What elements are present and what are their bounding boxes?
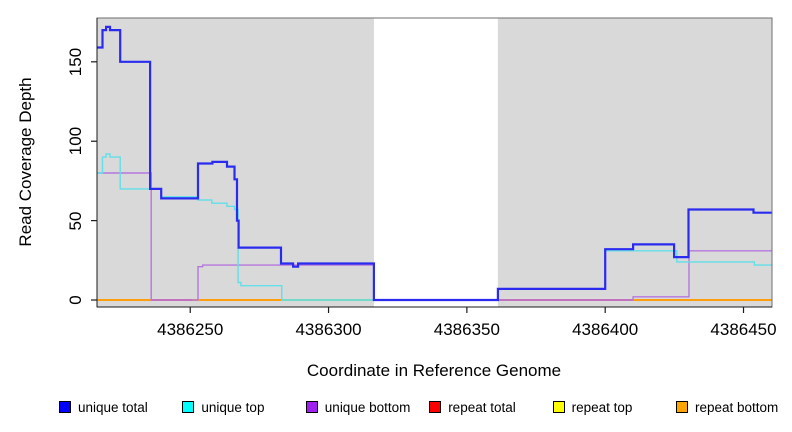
legend-label: repeat top (571, 399, 633, 415)
x-tick-label: 4386350 (433, 320, 500, 339)
x-axis-title: Coordinate in Reference Genome (306, 361, 562, 380)
legend-label: unique top (201, 399, 265, 415)
legend-item-unique-top: unique top (182, 398, 264, 416)
legend-item-repeat-top: repeat top (552, 398, 633, 416)
y-tick-label: 50 (66, 211, 85, 231)
legend-item-repeat-bottom: repeat bottom (676, 398, 778, 416)
y-tick-label: 100 (66, 127, 85, 156)
legend-label: repeat total (448, 399, 516, 415)
series-unique-total (97, 25, 772, 302)
white-gap-region (373, 18, 498, 307)
legend-item-unique-bottom: unique bottom (305, 398, 411, 416)
y-tick-label: 0 (66, 295, 85, 305)
legend-swatch-icon (59, 401, 71, 413)
legend-label: repeat bottom (695, 399, 779, 415)
legend-swatch-icon (552, 401, 565, 413)
x-tick-label: 4386300 (295, 320, 362, 339)
x-tick-label: 4386450 (710, 320, 777, 339)
legend-label: unique bottom (324, 399, 411, 415)
legend-swatch-icon (182, 401, 195, 413)
legend: unique total unique top unique bottom repea… (0, 398, 792, 422)
legend-label: unique total (78, 399, 148, 415)
legend-item-repeat-total: repeat total (429, 398, 516, 416)
legend-swatch-icon (429, 401, 442, 413)
y-axis-title: Read Coverage Depth (16, 77, 35, 247)
x-tick-label: 4386250 (157, 320, 224, 339)
series-unique-bottom (97, 172, 772, 301)
y-tick-label: 150 (66, 47, 85, 76)
legend-swatch-icon (676, 401, 688, 413)
legend-swatch-icon (305, 401, 318, 413)
x-tick-label: 4386400 (572, 320, 639, 339)
legend-item-unique-total: unique total (59, 398, 148, 416)
